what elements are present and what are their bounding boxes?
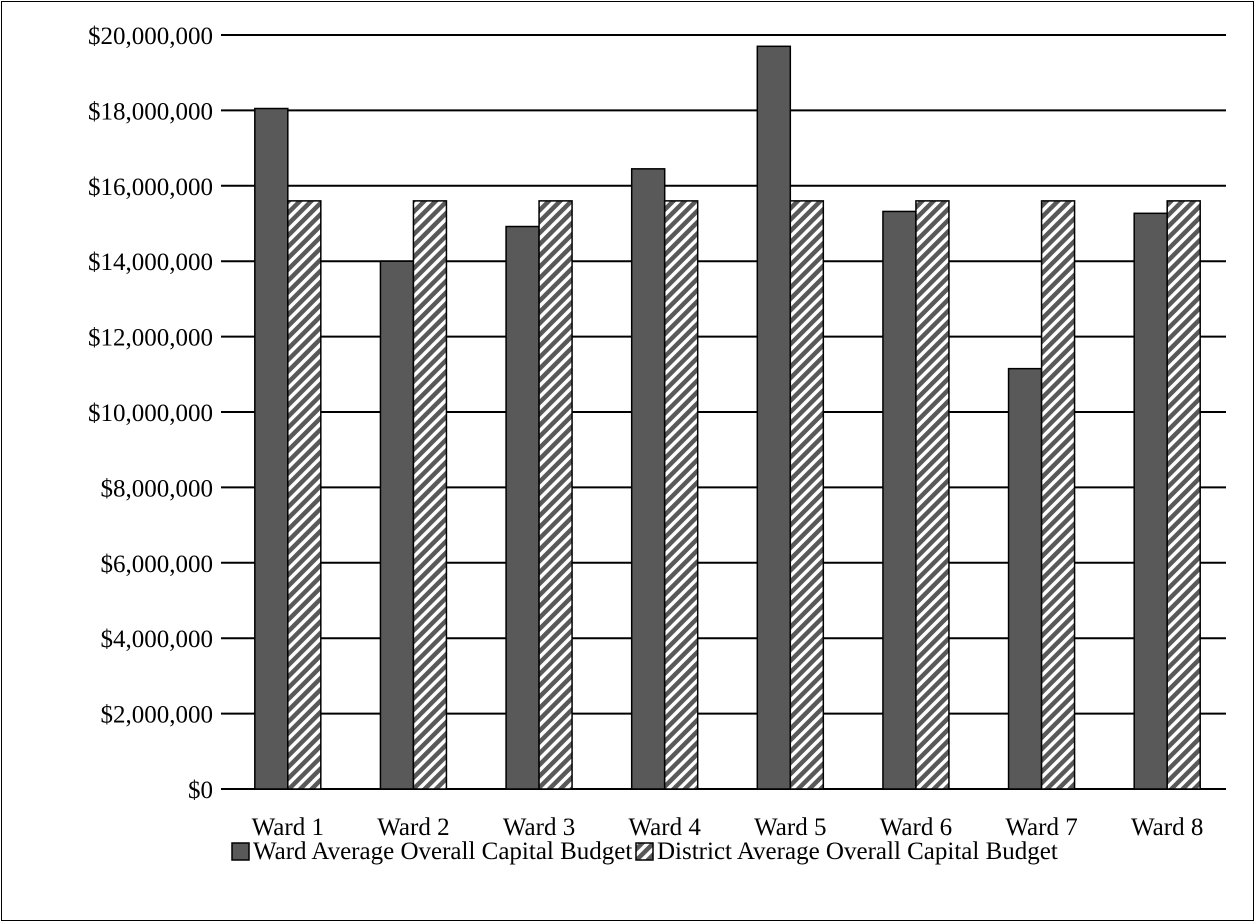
bar-district-average (789, 200, 825, 790)
y-axis-tick-labels: $0 $2,000,000 $4,000,000 $6,000,000 $8,000,0… (88, 23, 213, 804)
bar-ward-average (254, 107, 289, 790)
bar-district-average (287, 200, 322, 790)
y-tick-label: $20,000,000 (88, 23, 213, 50)
bar-district-average (1166, 200, 1201, 790)
y-tick-label: $4,000,000 (101, 626, 214, 653)
bar-district-average (1040, 200, 1076, 790)
x-tick-label: Ward 5 (754, 814, 826, 841)
bar-district-average (663, 200, 699, 790)
y-tick-label: $2,000,000 (101, 702, 214, 729)
x-tick-label: Ward 1 (252, 814, 324, 841)
bar-ward-average (756, 45, 792, 790)
x-tick-label: Ward 8 (1131, 814, 1203, 841)
bar-ward-average (1007, 367, 1043, 790)
legend-label: Ward Average Overall Capital Budget (253, 838, 632, 865)
legend-label: District Average Overall Capital Budget (657, 838, 1058, 865)
bar-district-average (915, 200, 950, 790)
y-tick-label: $0 (188, 777, 213, 804)
x-axis-tick-labels: Ward 1 Ward 2 Ward 3 Ward 4 Ward 5 Ward 6 Ward… (252, 814, 1204, 841)
y-tick-label: $18,000,000 (88, 98, 213, 125)
y-tick-label: $8,000,000 (101, 475, 214, 502)
bar-district-average (412, 200, 448, 790)
y-tick-label: $6,000,000 (101, 551, 214, 578)
x-tick-label: Ward 2 (377, 814, 449, 841)
bar-ward-average (630, 168, 666, 790)
y-tick-label: $16,000,000 (88, 174, 213, 201)
bar-ward-average (505, 225, 540, 790)
y-tick-label: $14,000,000 (88, 249, 213, 276)
legend-swatch (231, 842, 250, 861)
x-tick-label: Ward 4 (629, 814, 702, 841)
bar-district-average (538, 200, 573, 790)
bars (254, 45, 1201, 790)
bar-ward-average (379, 260, 415, 790)
y-tick-label: $10,000,000 (88, 400, 213, 427)
x-tick-label: Ward 7 (1005, 814, 1077, 841)
bar-ward-average (1133, 212, 1168, 790)
y-tick-label: $12,000,000 (88, 325, 213, 352)
legend-swatch (635, 842, 654, 861)
legend: Ward Average Overall Capital Budget Distr… (231, 838, 1058, 865)
bar-ward-average (882, 210, 917, 790)
x-tick-label: Ward 3 (503, 814, 575, 841)
x-tick-label: Ward 6 (880, 814, 952, 841)
